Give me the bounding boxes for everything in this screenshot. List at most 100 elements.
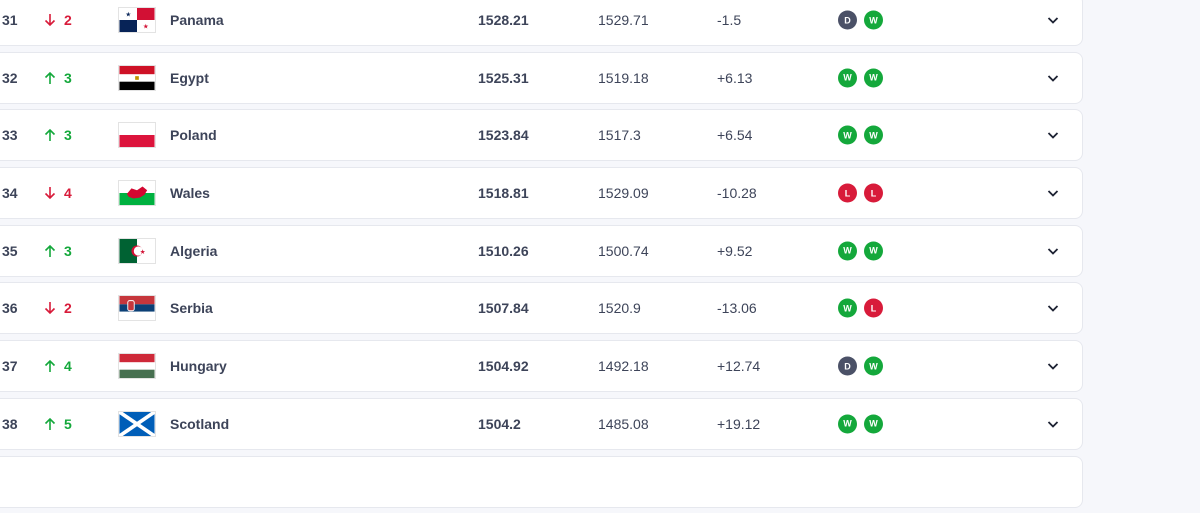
- rank: 32: [2, 69, 18, 86]
- country-name[interactable]: Scotland: [170, 415, 230, 432]
- svg-text:★: ★: [140, 249, 146, 256]
- arrow-up-icon: [44, 417, 56, 430]
- rank: 37: [2, 358, 18, 375]
- previous-points: 1485.08: [598, 415, 649, 432]
- total-points: 1525.31: [478, 69, 529, 86]
- country-name[interactable]: Algeria: [170, 242, 218, 259]
- rank-change-value: 2: [64, 300, 72, 317]
- total-points: 1510.26: [478, 242, 529, 259]
- form-badge-win: W: [838, 241, 857, 261]
- arrow-up-icon: [44, 359, 56, 373]
- flag-algeria-icon: ★: [118, 237, 156, 264]
- rank: 33: [2, 127, 18, 144]
- form-badge-win: W: [838, 125, 857, 145]
- flag-wales-icon: [118, 180, 156, 207]
- country-name[interactable]: Hungary: [170, 358, 227, 375]
- rank-change-value: 5: [64, 415, 72, 432]
- previous-points: 1529.09: [598, 185, 649, 202]
- arrow-up-icon: [44, 129, 56, 142]
- form-badge-win: W: [864, 68, 883, 88]
- rank: 38: [2, 415, 18, 432]
- flag-hungary-icon: [118, 353, 156, 380]
- total-points: 1507.84: [478, 300, 529, 317]
- points-difference: +6.13: [717, 69, 753, 86]
- previous-points: 1517.3: [598, 127, 641, 144]
- chevron-down-icon[interactable]: [1046, 13, 1060, 27]
- form-badge-win: W: [864, 125, 883, 145]
- chevron-down-icon[interactable]: [1046, 244, 1060, 258]
- rank-change: 2: [44, 12, 72, 28]
- arrow-up-icon: [44, 71, 56, 84]
- country-name[interactable]: Serbia: [170, 300, 213, 317]
- form-badge-loss: L: [838, 183, 857, 203]
- table-row[interactable]: [0, 455, 1083, 508]
- chevron-down-icon[interactable]: [1046, 186, 1060, 200]
- points-difference: -13.06: [717, 300, 757, 317]
- form-badge-draw: D: [838, 10, 857, 30]
- points-difference: +19.12: [717, 415, 761, 432]
- chevron-down-icon[interactable]: [1046, 71, 1060, 85]
- rank: 36: [2, 300, 18, 317]
- country-name[interactable]: Wales: [170, 185, 210, 202]
- arrow-down-icon: [44, 187, 56, 200]
- previous-points: 1519.18: [598, 69, 649, 86]
- total-points: 1528.21: [478, 12, 529, 28]
- form-badge-loss: L: [864, 183, 883, 203]
- previous-points: 1500.74: [598, 242, 649, 259]
- rank-change: 3: [44, 243, 72, 259]
- form-badge-win: W: [838, 414, 857, 434]
- total-points: 1504.2: [478, 415, 521, 432]
- arrow-down-icon: [44, 302, 56, 315]
- flag-serbia-icon: [118, 295, 156, 322]
- points-difference: -1.5: [717, 12, 742, 28]
- chevron-down-icon[interactable]: [1046, 301, 1060, 315]
- rank-change: 4: [44, 185, 72, 201]
- country-name[interactable]: Egypt: [170, 69, 209, 86]
- flag-scotland-icon: [118, 410, 156, 438]
- rank: 31: [2, 12, 18, 28]
- previous-points: 1520.9: [598, 300, 641, 317]
- form-badge-win: W: [838, 298, 857, 318]
- rank-change-value: 3: [64, 69, 72, 86]
- country-name[interactable]: Panama: [170, 12, 224, 28]
- arrow-up-icon: [44, 244, 56, 257]
- rank-change: 4: [44, 358, 72, 374]
- country-name[interactable]: Poland: [170, 127, 217, 144]
- svg-text:★: ★: [125, 11, 131, 18]
- form-badge-win: W: [864, 356, 883, 376]
- rank-change-value: 3: [64, 242, 72, 259]
- total-points: 1523.84: [478, 127, 529, 144]
- arrow-down-icon: [44, 14, 56, 27]
- rank-change: 3: [44, 127, 72, 143]
- form-badge-draw: D: [838, 356, 857, 376]
- points-difference: +6.54: [717, 127, 753, 144]
- form-badge-win: W: [864, 241, 883, 261]
- chevron-down-icon[interactable]: [1046, 417, 1060, 431]
- chevron-down-icon[interactable]: [1046, 359, 1060, 373]
- flag-panama-icon: ★ ★: [118, 7, 156, 33]
- rank-change-value: 4: [64, 185, 72, 202]
- flag-egypt-icon: [118, 64, 156, 91]
- form-badge-win: W: [864, 10, 883, 30]
- chevron-down-icon[interactable]: [1046, 128, 1060, 142]
- previous-points: 1492.18: [598, 358, 649, 375]
- rank-change: 5: [44, 416, 72, 432]
- form-badge-win: W: [864, 414, 883, 434]
- rank: 34: [2, 185, 18, 202]
- rank-change-value: 4: [64, 358, 72, 375]
